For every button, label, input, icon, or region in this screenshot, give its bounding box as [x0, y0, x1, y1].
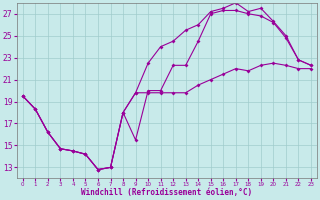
X-axis label: Windchill (Refroidissement éolien,°C): Windchill (Refroidissement éolien,°C)	[81, 188, 252, 197]
